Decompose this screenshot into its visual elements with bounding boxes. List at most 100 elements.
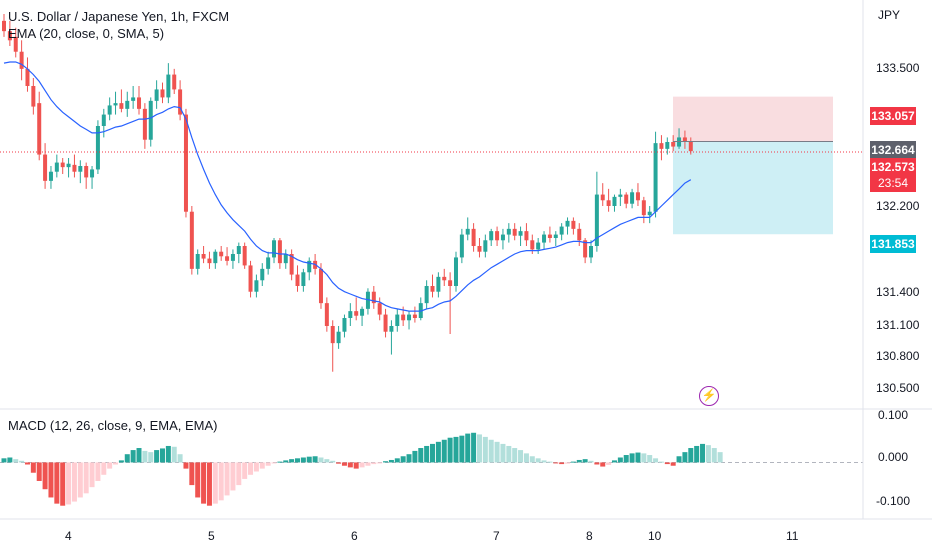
candle-body <box>547 234 552 238</box>
macd-bar <box>400 456 406 463</box>
macd-bar <box>142 450 148 463</box>
candle-body <box>630 192 635 204</box>
candle-body <box>442 276 447 281</box>
candle-body <box>330 326 335 344</box>
price-tick: 131.100 <box>876 318 920 332</box>
macd-bar <box>259 462 265 469</box>
macd-bar <box>705 445 711 463</box>
candle-body <box>178 89 183 115</box>
candle-body <box>248 265 253 292</box>
candle-body <box>430 286 435 292</box>
candle-body <box>19 51 24 69</box>
candle-body <box>37 103 42 155</box>
candle-body <box>277 240 282 264</box>
macd-bar <box>576 459 582 463</box>
macd-histogram <box>0 432 863 506</box>
macd-bar <box>159 448 165 463</box>
time-tick: 11 <box>786 529 799 543</box>
macd-bar <box>171 446 177 463</box>
candle-body <box>665 142 670 149</box>
macd-bar <box>148 452 154 463</box>
price-tick: 132.200 <box>876 199 920 213</box>
macd-bar <box>165 445 171 463</box>
candle-body <box>113 103 118 106</box>
macd-tick: 0.000 <box>878 450 909 464</box>
candle-body <box>201 254 206 259</box>
candle-body <box>236 246 241 254</box>
time-tick: 5 <box>208 529 215 543</box>
candle-body <box>653 143 658 212</box>
candle-body <box>459 234 464 258</box>
candle-body <box>530 240 535 250</box>
macd-bar <box>394 458 400 463</box>
candle-body <box>242 246 247 266</box>
macd-bar <box>582 459 588 463</box>
position-tool[interactable] <box>673 96 833 235</box>
candle-body <box>524 231 529 241</box>
macd-bar <box>494 441 500 463</box>
candle-body <box>436 276 441 292</box>
macd-bar <box>242 462 248 479</box>
macd-bar <box>653 458 659 463</box>
macd-bar <box>535 458 541 463</box>
macd-bar <box>206 462 212 506</box>
candle-body <box>624 194 629 204</box>
macd-bar <box>71 462 77 502</box>
candle-body <box>324 303 329 326</box>
macd-bar <box>406 454 412 463</box>
macd-bar <box>617 457 623 463</box>
candle-body <box>606 200 611 206</box>
macd-bar <box>42 462 48 490</box>
macd-bar <box>253 462 259 472</box>
macd-bar <box>324 459 330 463</box>
macd-bar <box>271 462 277 464</box>
candle-body <box>84 166 89 178</box>
candle-body <box>659 143 664 149</box>
price-tick: 133.500 <box>876 61 920 75</box>
macd-bar <box>118 460 124 463</box>
macd-bar <box>694 445 700 463</box>
candle-body <box>172 74 177 90</box>
macd-bar <box>359 462 365 468</box>
macd-bar <box>336 462 342 464</box>
macd-bar <box>300 457 306 463</box>
macd-bar <box>154 450 160 463</box>
macd-bar <box>195 462 201 498</box>
macd-bar <box>700 443 706 463</box>
macd-bar <box>101 462 107 475</box>
candle-body <box>641 200 646 216</box>
ema-line <box>3 61 692 312</box>
price-tick: 130.800 <box>876 349 920 363</box>
macd-bar <box>441 439 447 463</box>
candle-body <box>43 154 48 181</box>
candle-body <box>78 166 83 172</box>
target-price-badge: 131.853 <box>870 235 916 253</box>
macd-bar <box>711 448 717 463</box>
macd-bar <box>265 462 271 466</box>
macd-bar <box>66 462 72 505</box>
macd-bar <box>611 460 617 463</box>
candle-body <box>583 240 588 258</box>
candle-body <box>565 220 570 227</box>
pane-separators <box>0 0 932 520</box>
candle-body <box>518 231 523 236</box>
candle-body <box>635 192 640 201</box>
candle-body <box>166 74 171 98</box>
macd-bar <box>1 458 7 463</box>
macd-bar <box>289 459 295 463</box>
macd-bar <box>635 452 641 463</box>
lightning-bolt-icon[interactable]: ⚡ <box>699 386 719 406</box>
macd-bar <box>518 450 524 463</box>
candle-body <box>260 268 265 281</box>
macd-bar <box>717 452 723 463</box>
macd-bar <box>95 462 101 481</box>
candle-body <box>512 228 517 236</box>
candle-body <box>195 254 200 269</box>
candle-body <box>125 100 130 109</box>
macd-bar <box>30 462 36 473</box>
candle-body <box>407 314 412 321</box>
candle-body <box>483 240 488 252</box>
time-tick: 6 <box>351 529 358 543</box>
macd-bar <box>341 462 347 466</box>
